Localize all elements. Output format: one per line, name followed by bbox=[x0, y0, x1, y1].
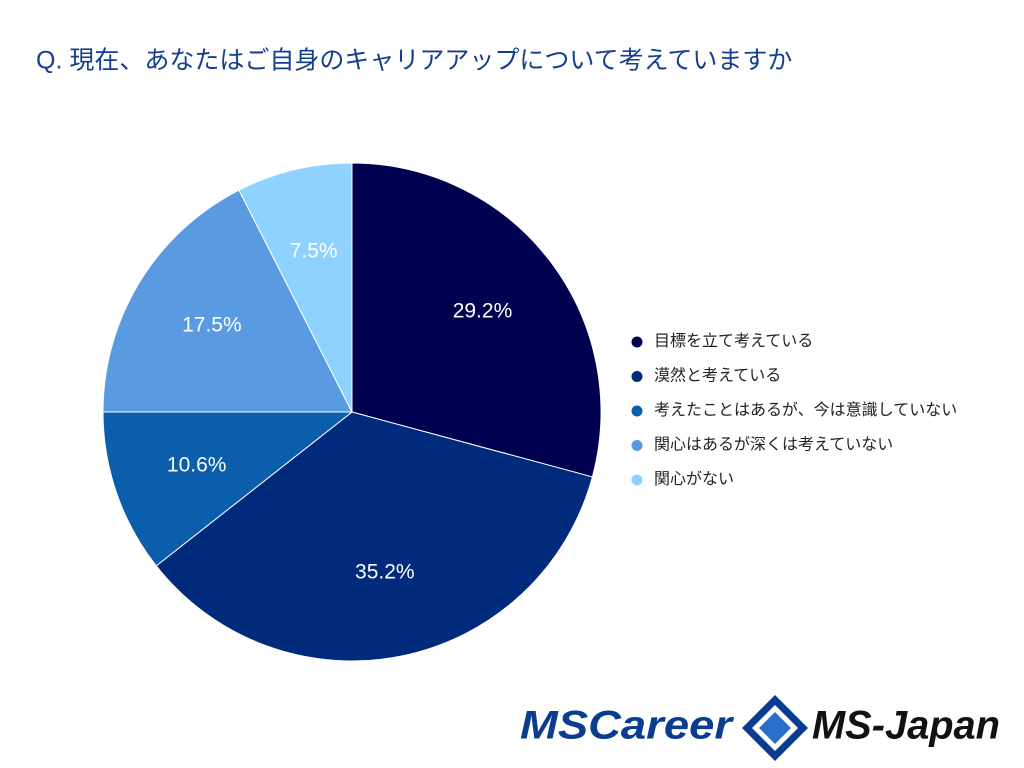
legend-label: 関心がない bbox=[654, 470, 734, 488]
pie-slice bbox=[238, 162, 353, 413]
pie-slice bbox=[102, 411, 354, 567]
chart-title: Q. 現在、あなたはご自身のキャリアアップについて考えていますか bbox=[36, 47, 792, 75]
legend-marker bbox=[631, 474, 643, 486]
legend-label: 目標を立て考えている bbox=[654, 332, 813, 350]
logo-diamond-core bbox=[759, 712, 791, 744]
legend-marker bbox=[631, 440, 643, 451]
value-label: 35.2% bbox=[355, 561, 415, 584]
legend-label: 漠然と考えている bbox=[654, 367, 781, 385]
value-label: 10.6% bbox=[167, 453, 227, 476]
logo: MSCareer MS-Japan bbox=[520, 695, 1000, 761]
pie-slice bbox=[155, 411, 593, 662]
pie-slice bbox=[351, 162, 602, 478]
legend-marker bbox=[631, 371, 643, 382]
legend-label: 考えたことはあるが、今は意識していない bbox=[654, 400, 957, 419]
value-label: 7.5% bbox=[290, 240, 338, 263]
pie-slice bbox=[102, 189, 353, 413]
value-label: 29.2% bbox=[453, 300, 513, 323]
value-label: 17.5% bbox=[182, 314, 242, 337]
legend-marker bbox=[631, 405, 643, 417]
logo-text: MS-Japan bbox=[812, 704, 1000, 748]
legend-label: 関心はあるが深くは考えていない bbox=[654, 436, 893, 454]
logo-text: MSCareer bbox=[520, 704, 735, 748]
legend-marker bbox=[631, 336, 643, 348]
